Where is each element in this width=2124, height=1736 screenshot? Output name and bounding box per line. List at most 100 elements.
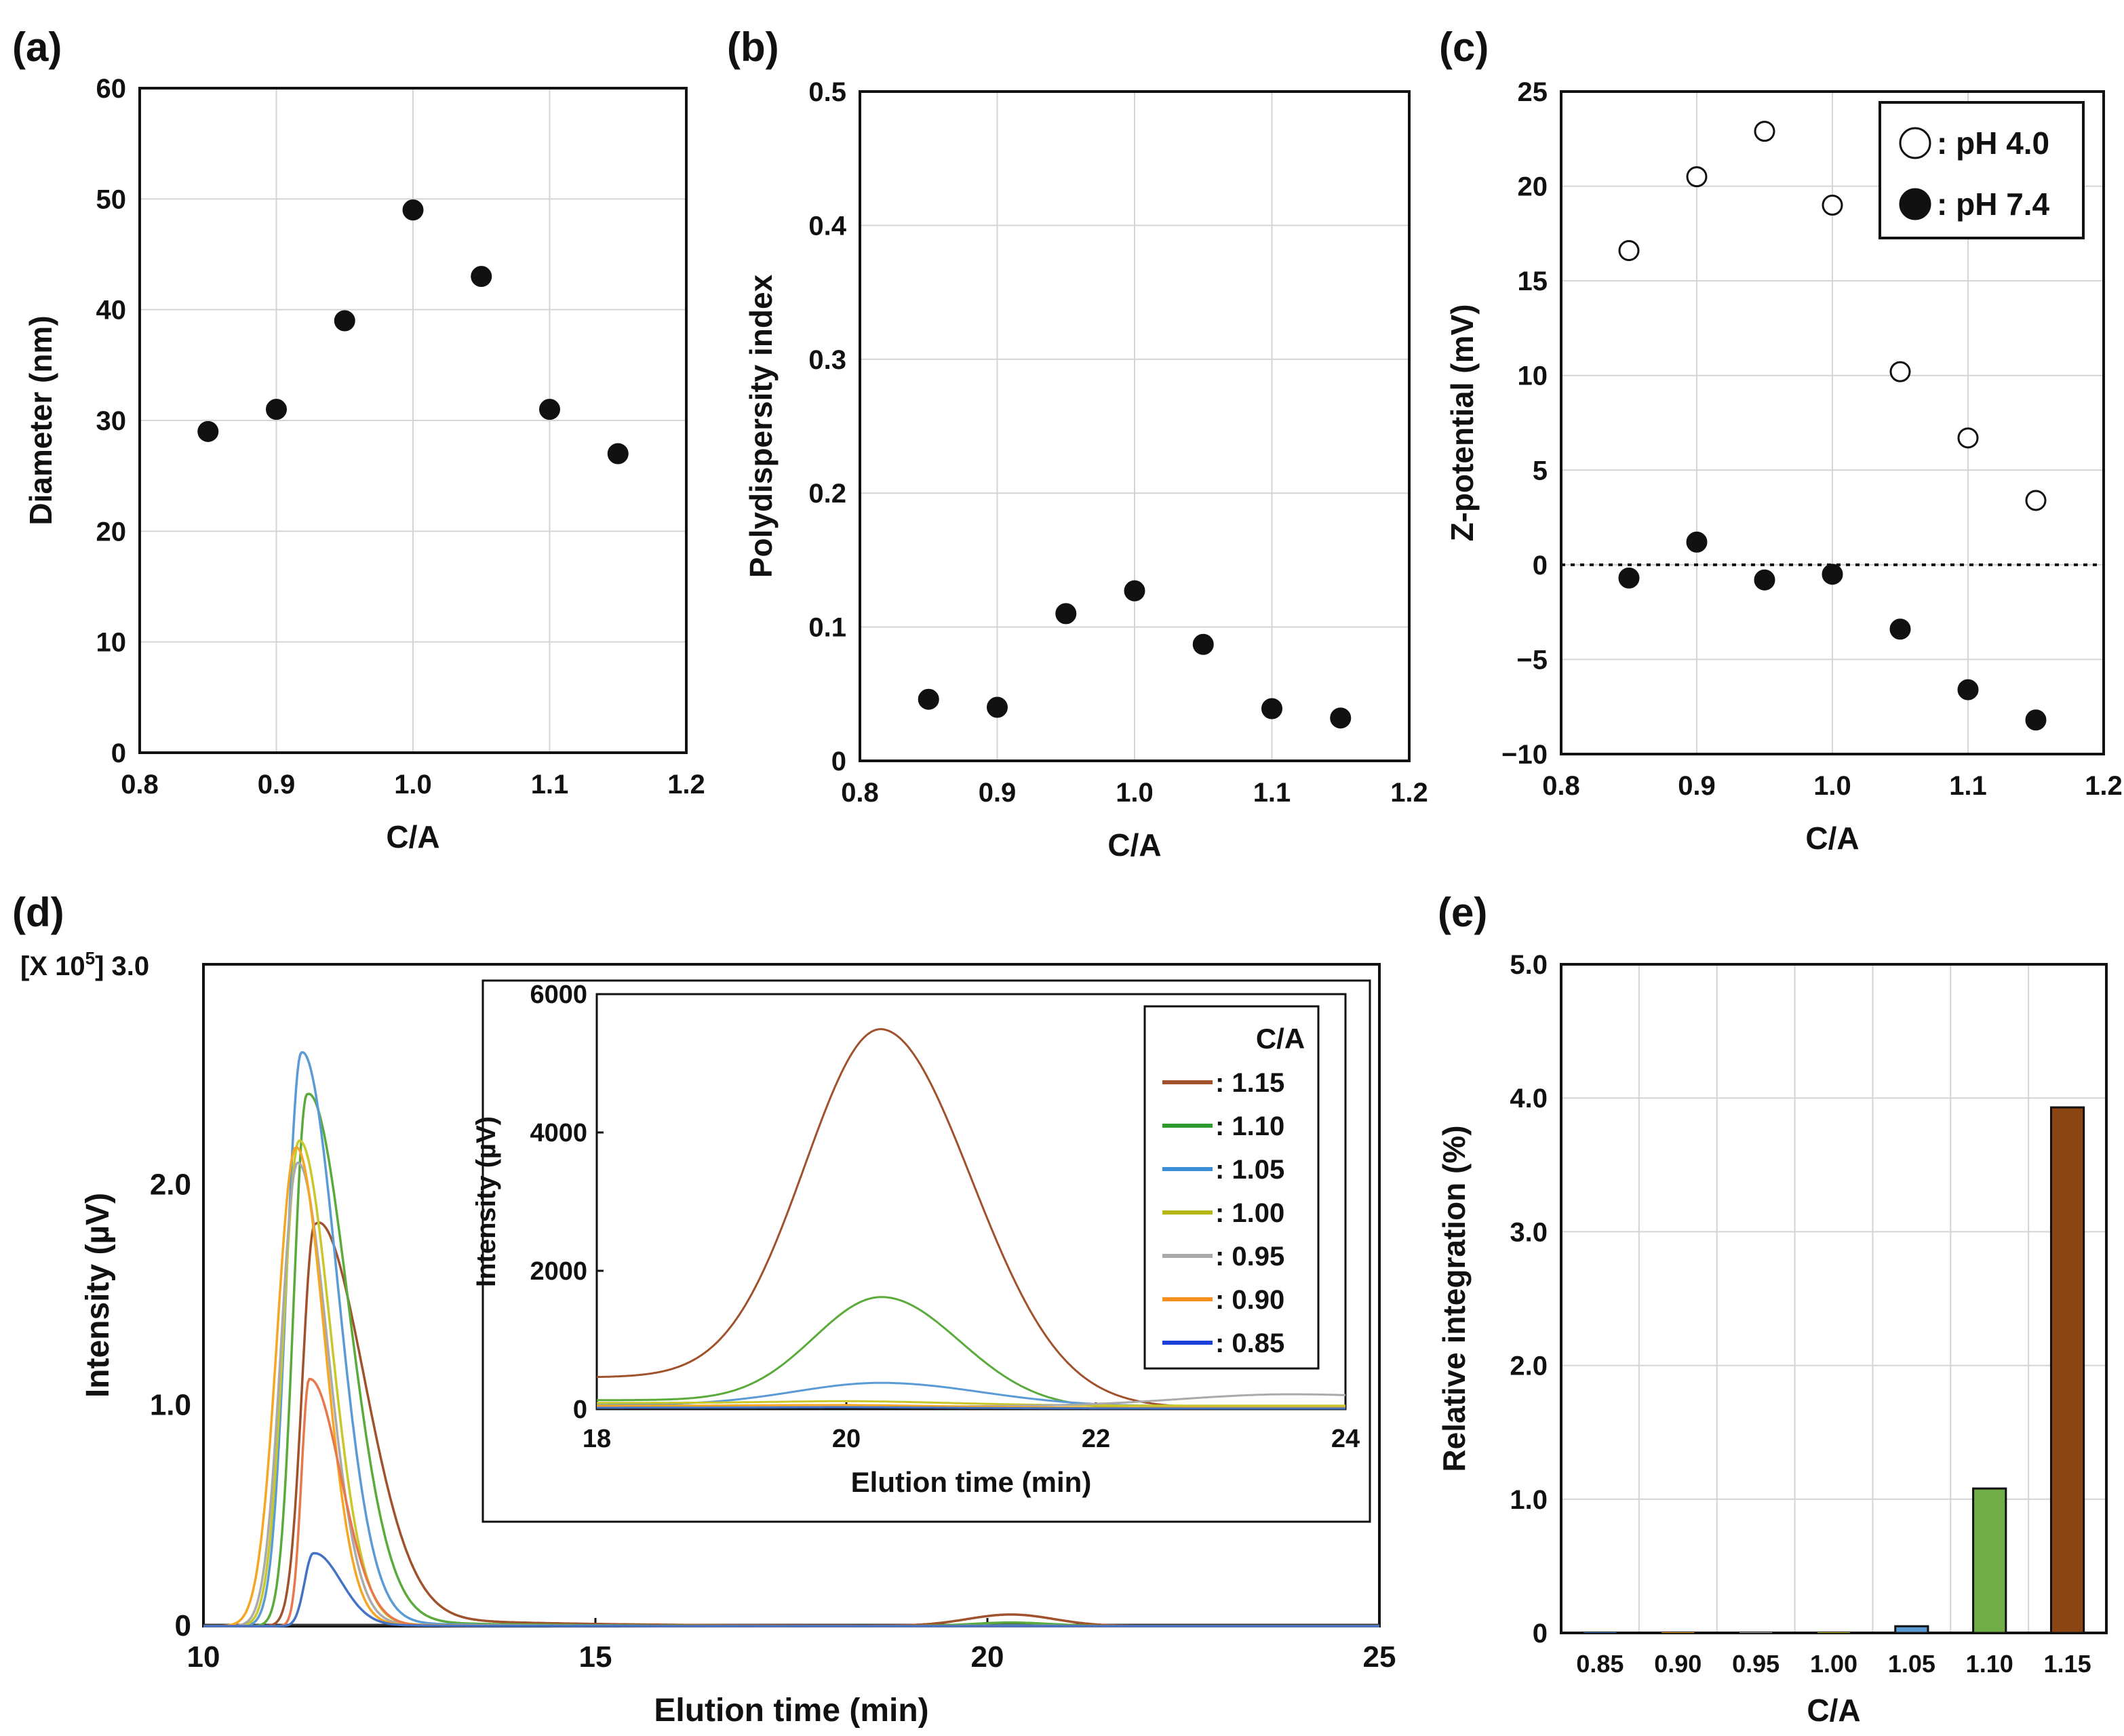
inset-x-tick-label: 24 xyxy=(1331,1425,1360,1453)
inset-legend-label: : 0.95 xyxy=(1215,1242,1284,1271)
y-tick-label: 5.0 xyxy=(1510,950,1548,980)
y-tick-label: 50 xyxy=(96,184,127,214)
x-tick-label: 0.9 xyxy=(258,770,296,800)
data-point xyxy=(1261,698,1282,719)
inset-series-line-0.85 xyxy=(597,1406,1345,1410)
y-tick-label: 25 xyxy=(1518,77,1548,107)
series-line-0.85 xyxy=(203,1552,1379,1628)
panel-c: 0.8 0.9 1.0 1.1 1.2 −10 −5 0 5 10 15 20 25 C/A Z-poten… xyxy=(1444,77,2123,856)
panel-e: 0 1.0 2.0 3.0 4.0 5.0 0.85 0.90 0.95 1.00 1.05 1.10… xyxy=(1436,950,2108,1728)
bar-1.00 xyxy=(1817,1632,1851,1633)
x-tick-label: 0.8 xyxy=(1542,771,1580,801)
data-point xyxy=(1192,633,1214,655)
data-point xyxy=(1055,603,1077,625)
y-tick-label: 0 xyxy=(831,747,846,776)
multiplier-base: [X 10 xyxy=(20,951,85,981)
y-tick-label: 0.5 xyxy=(808,77,846,107)
y-tick-label: 20 xyxy=(1518,172,1548,202)
inset-legend-label: : 0.85 xyxy=(1215,1328,1284,1358)
x-tick-label: 1.2 xyxy=(1390,778,1428,808)
data-point xyxy=(987,696,1008,718)
x-tick-label: 20 xyxy=(971,1640,1004,1674)
legend-label: : pH 4.0 xyxy=(1937,125,2049,161)
y-tick-label: 60 xyxy=(96,74,127,104)
bar-0.95 xyxy=(1739,1632,1773,1633)
panel-label-e: (e) xyxy=(1438,890,1487,935)
data-point xyxy=(1889,618,1911,640)
panel-label-a: (a) xyxy=(12,24,62,70)
inset-y-tick-label: 2000 xyxy=(530,1257,587,1286)
panel-d: 10 15 20 25 0 1.0 2.0 [X 105] 3.0 Elution time (… xyxy=(20,948,1396,1729)
y-tick-label: 3.0 xyxy=(1510,1217,1548,1247)
data-point xyxy=(266,399,287,420)
y-tick-label: 15 xyxy=(1518,267,1548,296)
data-point xyxy=(1754,121,1775,142)
inset-legend-label: : 1.15 xyxy=(1215,1068,1284,1098)
x-tick-label: 0.90 xyxy=(1654,1650,1702,1678)
legend-label: : pH 7.4 xyxy=(1937,186,2050,222)
inset-chart: 18 20 22 24 0 2000 4000 6000 Elution time (min) I… xyxy=(471,979,1371,1523)
x-tick-label: 0.8 xyxy=(121,770,159,800)
y-tick-label: 0 xyxy=(1533,1619,1548,1649)
legend-marker xyxy=(1899,127,1931,159)
x-tick-label: 0.9 xyxy=(979,778,1017,808)
y-tick-label: 0 xyxy=(175,1609,191,1642)
bar-1.15 xyxy=(2049,1106,2085,1634)
inset-x-tick-label: 20 xyxy=(832,1425,861,1453)
inset-legend-label: : 1.10 xyxy=(1215,1111,1284,1141)
data-point xyxy=(1957,427,1979,449)
inset-legend-label: : 1.05 xyxy=(1215,1155,1284,1185)
x-axis-label: C/A xyxy=(1805,821,1859,856)
x-tick-label: 10 xyxy=(187,1640,220,1674)
plot-frame xyxy=(138,87,688,754)
y-tick-label: 0.2 xyxy=(808,479,846,509)
panel-label-b: (b) xyxy=(727,24,779,70)
data-point xyxy=(1686,166,1708,188)
y-tick-label: 2.0 xyxy=(150,1168,191,1201)
plot-frame xyxy=(859,90,1411,762)
y-tick-label: 20 xyxy=(96,517,127,547)
y-tick-label: 10 xyxy=(96,628,127,658)
y-tick-label: 2.0 xyxy=(1510,1352,1548,1381)
y-tick-label: 0.4 xyxy=(808,211,846,241)
y-tick-label: 5 xyxy=(1533,456,1548,486)
x-tick-label: 0.9 xyxy=(1678,771,1716,801)
inset-legend-box xyxy=(1143,1005,1320,1370)
y-axis-label: Intensity (µV) xyxy=(80,1193,116,1398)
x-tick-label: 0.85 xyxy=(1576,1650,1624,1678)
x-axis-label: Elution time (min) xyxy=(654,1693,928,1729)
plot-frame xyxy=(1560,963,2108,1634)
data-point xyxy=(1822,564,1843,585)
x-tick-label: 15 xyxy=(579,1640,612,1674)
data-point xyxy=(1957,679,1979,701)
bar-0.90 xyxy=(1661,1632,1695,1633)
inset-x-axis-label: Elution time (min) xyxy=(851,1466,1092,1498)
x-tick-label: 1.0 xyxy=(394,770,432,800)
multiplier-close: ] 3.0 xyxy=(95,951,149,981)
y-axis-label: Diameter (nm) xyxy=(23,315,58,525)
data-point xyxy=(918,688,939,710)
x-tick-label: 0.95 xyxy=(1732,1650,1779,1678)
y-axis-label: Polydispersity index xyxy=(743,274,779,578)
data-point xyxy=(1330,707,1352,729)
data-point xyxy=(1124,580,1145,601)
y-tick-label: −5 xyxy=(1516,645,1548,675)
data-point xyxy=(607,443,629,465)
panel-label-d: (d) xyxy=(12,890,64,935)
y-tick-label: 0.1 xyxy=(808,613,846,643)
bar-1.05 xyxy=(1894,1625,1929,1634)
inset-y-tick-label: 4000 xyxy=(530,1119,587,1147)
x-tick-label: 1.2 xyxy=(667,770,705,800)
data-point xyxy=(1618,239,1640,261)
y-tick-label: 40 xyxy=(96,296,127,326)
x-axis-label: C/A xyxy=(386,819,439,854)
y-tick-label: 0.3 xyxy=(808,345,846,375)
plot-frame xyxy=(1560,90,2105,755)
x-axis-label: C/A xyxy=(1107,827,1161,863)
panel-b: 0.8 0.9 1.0 1.1 1.2 0 0.1 0.2 0.3 0.4 0.5 C/A Polydi… xyxy=(743,77,1428,863)
x-tick-label: 1.00 xyxy=(1810,1650,1857,1678)
inset-y-tick-label: 6000 xyxy=(530,981,587,1009)
data-point xyxy=(2025,490,2047,511)
x-tick-label: 1.15 xyxy=(2044,1650,2091,1678)
